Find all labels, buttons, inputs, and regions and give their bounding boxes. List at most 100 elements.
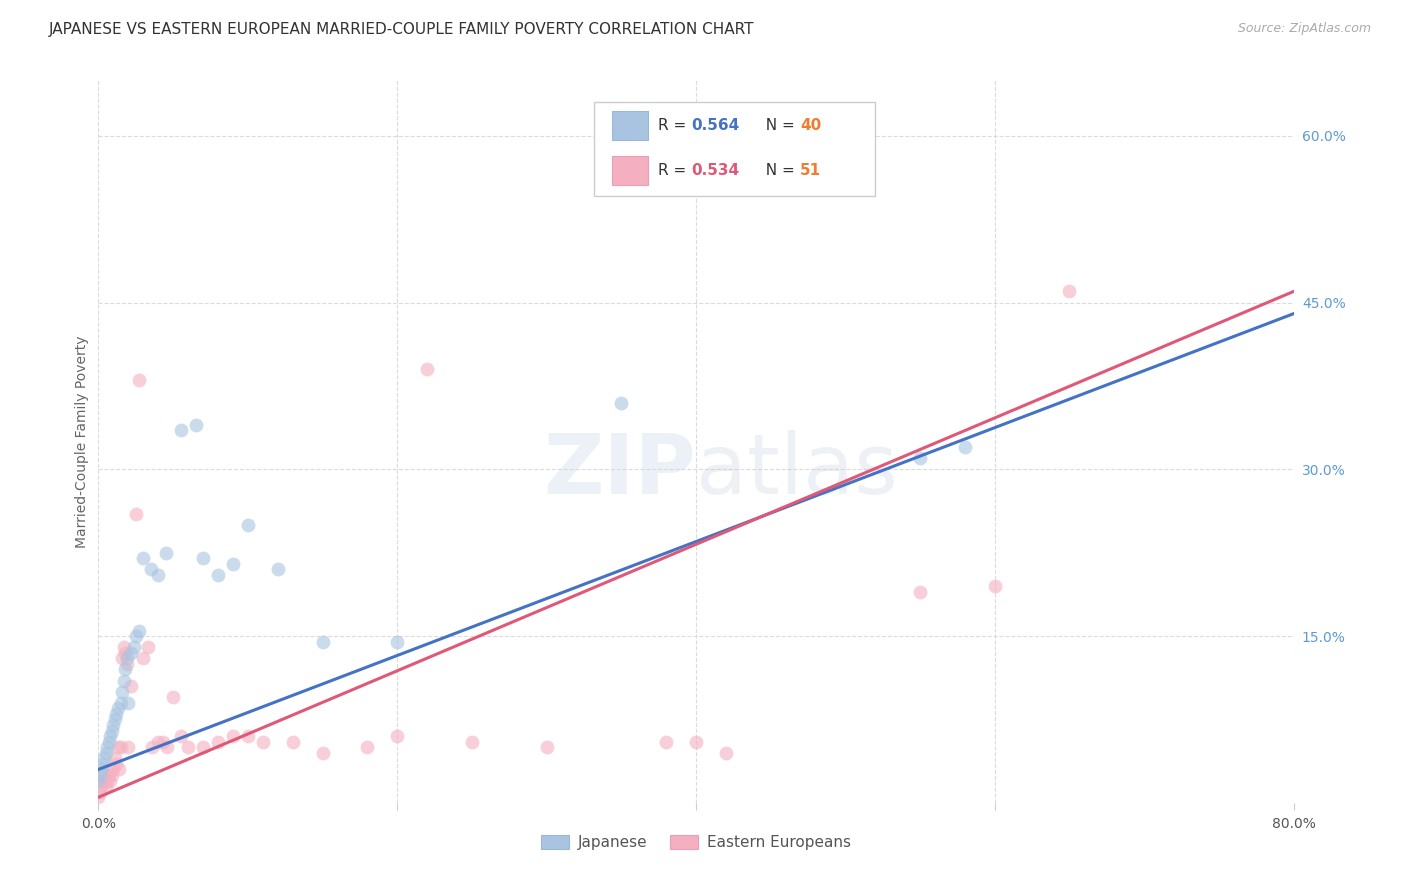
Point bbox=[169, 729, 191, 743]
Text: N =: N = bbox=[756, 118, 800, 133]
Point bbox=[89, 785, 111, 799]
Point bbox=[139, 562, 162, 576]
Point bbox=[120, 679, 142, 693]
Point bbox=[610, 395, 633, 409]
Point bbox=[207, 568, 229, 582]
Point bbox=[152, 734, 174, 748]
Point bbox=[267, 562, 290, 576]
Point bbox=[385, 634, 409, 648]
Point bbox=[117, 696, 139, 710]
Point bbox=[252, 734, 274, 748]
Point bbox=[124, 640, 146, 655]
Point bbox=[416, 362, 439, 376]
Point bbox=[96, 740, 118, 755]
Point bbox=[714, 746, 737, 760]
Point bbox=[117, 740, 139, 755]
Text: N =: N = bbox=[756, 162, 800, 178]
Point bbox=[111, 651, 134, 665]
Point bbox=[953, 440, 976, 454]
Point bbox=[908, 451, 931, 466]
Point bbox=[110, 740, 132, 755]
Point bbox=[125, 507, 148, 521]
Text: R =: R = bbox=[658, 162, 690, 178]
Point bbox=[222, 729, 245, 743]
Point bbox=[207, 734, 229, 748]
Point bbox=[90, 763, 112, 777]
Point bbox=[103, 763, 125, 777]
Point bbox=[105, 756, 128, 771]
Bar bbox=[595, 102, 875, 196]
Point bbox=[90, 779, 112, 793]
Text: ZIP: ZIP bbox=[544, 430, 696, 511]
Point bbox=[356, 740, 378, 755]
Point bbox=[98, 729, 122, 743]
Point bbox=[96, 773, 118, 788]
Point bbox=[236, 729, 259, 743]
Point bbox=[94, 779, 117, 793]
Point bbox=[536, 740, 558, 755]
Point bbox=[111, 684, 134, 698]
Text: 51: 51 bbox=[800, 162, 821, 178]
Point bbox=[128, 373, 150, 387]
Text: JAPANESE VS EASTERN EUROPEAN MARRIED-COUPLE FAMILY POVERTY CORRELATION CHART: JAPANESE VS EASTERN EUROPEAN MARRIED-COU… bbox=[49, 22, 755, 37]
Point bbox=[112, 640, 135, 655]
Point bbox=[105, 706, 128, 721]
Point bbox=[984, 579, 1007, 593]
Point bbox=[655, 734, 678, 748]
Text: R =: R = bbox=[658, 118, 690, 133]
Point bbox=[104, 751, 127, 765]
Point bbox=[169, 424, 191, 438]
Point bbox=[89, 768, 111, 782]
Point bbox=[94, 746, 117, 760]
Point bbox=[112, 673, 135, 688]
Text: 0.564: 0.564 bbox=[692, 118, 740, 133]
Point bbox=[132, 651, 155, 665]
Point bbox=[184, 417, 207, 432]
Point bbox=[97, 768, 120, 782]
Point bbox=[236, 517, 259, 532]
Point bbox=[162, 690, 184, 705]
Point bbox=[91, 773, 114, 788]
Point bbox=[685, 734, 707, 748]
Point bbox=[148, 734, 170, 748]
Point bbox=[87, 773, 110, 788]
Point bbox=[91, 756, 114, 771]
Point bbox=[107, 701, 129, 715]
Point bbox=[148, 568, 170, 582]
Point bbox=[311, 746, 333, 760]
Point bbox=[108, 763, 131, 777]
Legend: Japanese, Eastern Europeans: Japanese, Eastern Europeans bbox=[534, 830, 858, 856]
Point bbox=[222, 557, 245, 571]
Point bbox=[93, 768, 115, 782]
Point bbox=[97, 734, 120, 748]
Point bbox=[136, 640, 159, 655]
Point bbox=[104, 713, 127, 727]
Point bbox=[93, 751, 115, 765]
Bar bbox=[613, 111, 648, 139]
Point bbox=[128, 624, 150, 638]
Text: 0.534: 0.534 bbox=[692, 162, 740, 178]
Point bbox=[107, 740, 129, 755]
Point bbox=[120, 646, 142, 660]
Point bbox=[101, 768, 124, 782]
Point bbox=[191, 551, 214, 566]
Text: Source: ZipAtlas.com: Source: ZipAtlas.com bbox=[1237, 22, 1371, 36]
Point bbox=[461, 734, 484, 748]
Point bbox=[87, 790, 110, 805]
Point bbox=[156, 740, 179, 755]
Point bbox=[101, 723, 124, 738]
Point bbox=[115, 657, 138, 671]
Point bbox=[385, 729, 409, 743]
Point bbox=[141, 740, 163, 755]
Text: 40: 40 bbox=[800, 118, 821, 133]
Point bbox=[1059, 285, 1081, 299]
Point bbox=[115, 651, 138, 665]
Point bbox=[125, 629, 148, 643]
Point bbox=[98, 773, 122, 788]
Text: atlas: atlas bbox=[696, 430, 897, 511]
Point bbox=[908, 584, 931, 599]
Point bbox=[110, 696, 132, 710]
Point bbox=[114, 646, 136, 660]
Y-axis label: Married-Couple Family Poverty: Married-Couple Family Poverty bbox=[76, 335, 90, 548]
Bar bbox=[613, 156, 648, 185]
